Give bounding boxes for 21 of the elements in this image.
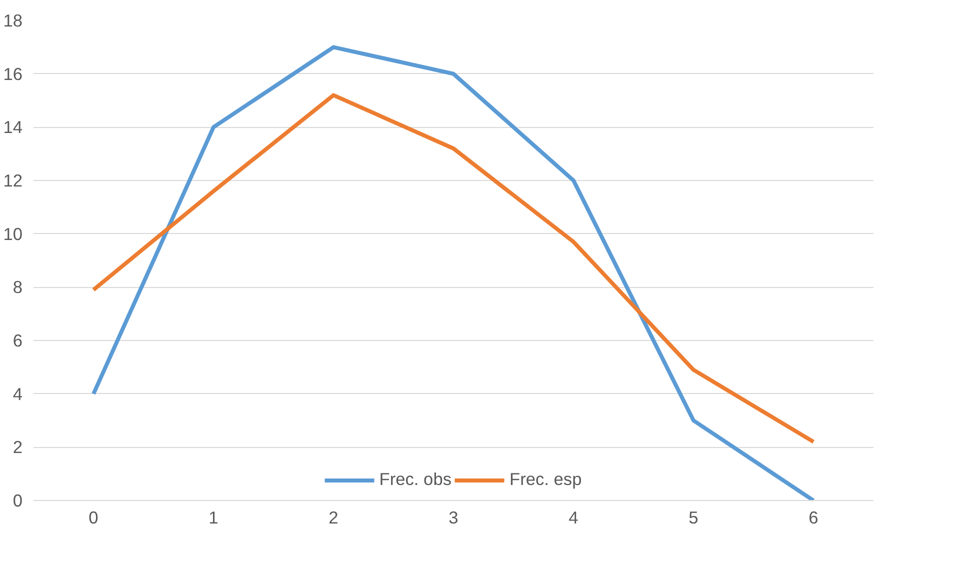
x-tick-label: 2: [328, 508, 338, 528]
y-tick-label: 4: [12, 384, 23, 404]
y-tick-label: 14: [3, 117, 23, 138]
legend-label: Frec. esp: [510, 469, 582, 490]
line-series: [92, 45, 816, 500]
x-tick-label: 4: [568, 508, 579, 528]
y-tick-label: 12: [3, 170, 23, 190]
y-tick-label: 16: [3, 64, 23, 84]
x-tick-label: 3: [448, 508, 458, 528]
y-tick-label: 10: [3, 224, 23, 244]
y-tick-label: 8: [12, 277, 23, 298]
line-series: [92, 93, 816, 444]
legend-label: Frec. obs: [379, 469, 452, 490]
y-tick-label: 0: [12, 490, 23, 510]
x-tick-label: 0: [88, 508, 98, 528]
y-tick-label: 6: [12, 330, 23, 350]
x-tick-label: 6: [808, 508, 818, 528]
y-tick-label: 18: [3, 10, 23, 30]
x-tick-label: 5: [688, 508, 698, 528]
x-tick-label: 1: [208, 508, 218, 528]
y-tick-label: 2: [12, 437, 23, 458]
